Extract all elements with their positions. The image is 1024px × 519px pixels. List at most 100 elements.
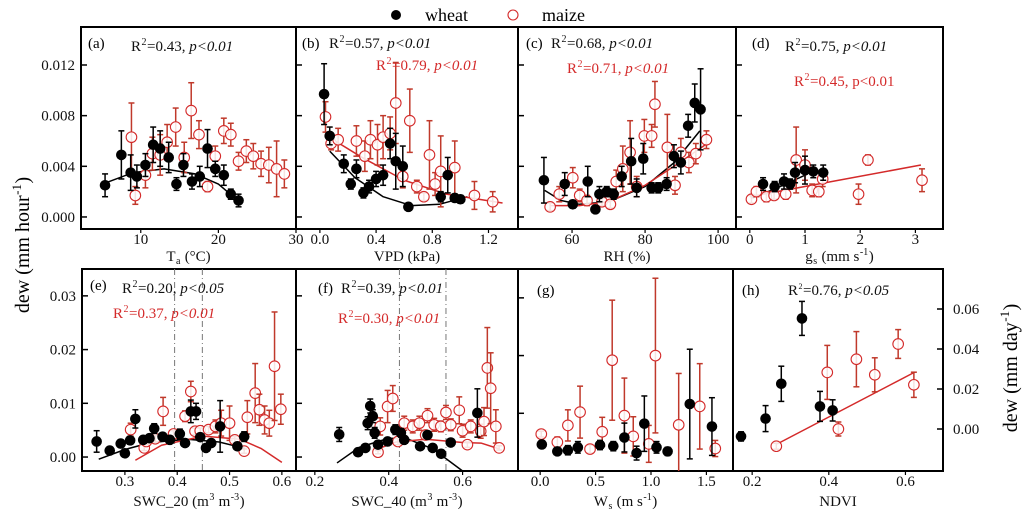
marker: [434, 420, 447, 433]
marker: [218, 169, 230, 181]
marker: [318, 88, 330, 100]
marker: [119, 447, 131, 459]
marker: [757, 178, 769, 190]
marker: [908, 378, 920, 391]
y-tick-label: 0.06: [953, 302, 980, 318]
wheat-point: [572, 440, 584, 454]
text-part: =: [803, 283, 811, 299]
marker: [169, 121, 182, 133]
text-part: ,: [392, 281, 400, 297]
marker: [862, 154, 874, 166]
maize-point: [812, 185, 825, 198]
right-y-axis-label: dew (mm day-1): [997, 304, 1022, 433]
r-squared-value: 0.43: [155, 39, 181, 55]
marker: [631, 447, 642, 459]
maize-point: [263, 409, 276, 437]
maize-point: [852, 183, 865, 206]
maize-point: [683, 151, 695, 174]
marker: [232, 440, 243, 452]
subscript: s: [608, 501, 612, 512]
maize-point: [551, 436, 564, 449]
marker: [442, 169, 454, 181]
marker: [421, 409, 434, 422]
marker: [484, 382, 497, 395]
y-tick-label: 0.000: [41, 210, 75, 226]
marker: [807, 166, 819, 177]
text-part: ,: [845, 74, 853, 90]
marker: [706, 421, 718, 432]
wheat-point: [324, 126, 336, 146]
maize-point: [645, 123, 658, 149]
wheat-point: [536, 439, 548, 450]
wheat-point: [209, 160, 221, 178]
text-part: =: [357, 281, 365, 297]
wheat-point: [682, 113, 694, 138]
r-squared-value: 0.45: [818, 74, 844, 90]
maize-point: [689, 142, 702, 165]
text-part: ): [240, 494, 245, 510]
marker: [668, 150, 680, 162]
marker: [163, 152, 175, 163]
wheat-point: [154, 130, 166, 168]
legend-label: wheat: [425, 5, 468, 25]
marker: [193, 128, 205, 141]
r-squared-value: 0.71: [591, 61, 617, 77]
marker: [478, 415, 490, 428]
wheat-point: [398, 434, 410, 446]
p-value: p<0.01: [842, 39, 887, 55]
maize-point: [434, 420, 447, 433]
marker: [661, 178, 672, 190]
regression-annotation-maize: R2=0.37, p<0.01: [113, 304, 215, 322]
maize-point: [157, 396, 169, 427]
superscript: 2: [796, 37, 801, 48]
wheat-point: [104, 445, 116, 456]
maize-point: [274, 393, 287, 426]
p-value: p<0.01: [852, 74, 894, 90]
marker: [832, 423, 845, 435]
marker: [604, 198, 617, 211]
maize-point: [403, 88, 416, 154]
regression-annotation-wheat: R2=0.43, p<0.01: [131, 37, 233, 55]
text-part: =: [583, 61, 591, 77]
maize-point: [201, 180, 214, 193]
x-tick-label: 0.8: [423, 232, 442, 248]
text-part: ,: [836, 39, 844, 55]
text-part: R: [376, 58, 386, 74]
wheat-point: [345, 178, 357, 190]
wheat-point: [652, 182, 664, 194]
wheat-point: [318, 62, 330, 126]
maize-point: [453, 396, 466, 425]
text-part: =: [129, 306, 137, 322]
wheat-point: [99, 173, 111, 198]
marker: [572, 442, 584, 453]
marker: [333, 429, 345, 440]
marker: [205, 437, 217, 449]
superscript: 2: [124, 304, 129, 315]
marker: [461, 438, 474, 451]
text-part: R: [341, 281, 351, 297]
marker: [324, 130, 336, 142]
maize-point: [125, 102, 138, 173]
x-axis-label: VPD (kPa): [374, 249, 440, 265]
maize-point: [535, 428, 548, 440]
marker: [631, 182, 642, 194]
y-tick-label: 0.02: [50, 343, 76, 359]
superscript: 2: [142, 37, 147, 48]
y-tick-label: 0.012: [41, 58, 75, 74]
text-part: ,: [618, 61, 626, 77]
marker: [868, 368, 881, 381]
text-part: =: [810, 74, 818, 90]
wheat-point: [616, 165, 628, 188]
p-value: p<0.01: [398, 281, 443, 297]
marker: [750, 185, 763, 198]
wheat-point: [179, 437, 191, 449]
maize-point: [410, 179, 423, 194]
text-part: SWC_40 (m: [351, 494, 427, 510]
text-part: ): [869, 249, 874, 265]
wheat-point: [807, 164, 819, 179]
wheat-point: [131, 164, 143, 189]
marker: [689, 147, 702, 160]
wheat-point: [559, 171, 571, 197]
legend-label: maize: [542, 5, 585, 25]
